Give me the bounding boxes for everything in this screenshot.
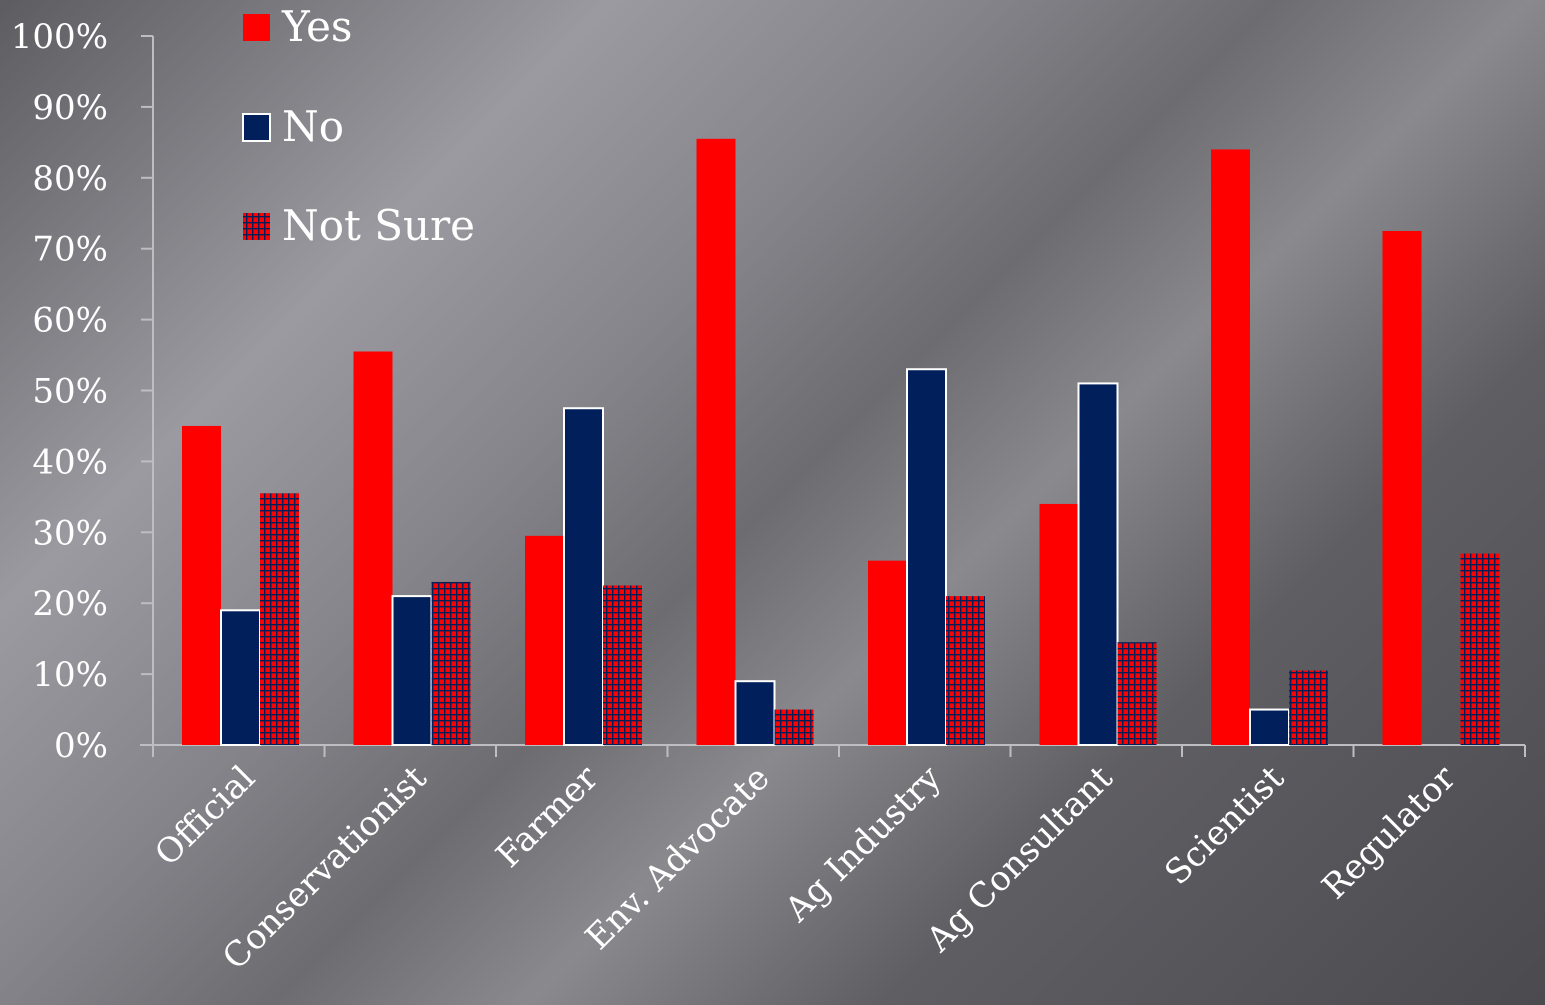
legend-swatch-not-sure (243, 213, 270, 240)
y-tick-label: 30% (32, 513, 108, 553)
bar-no (563, 407, 604, 746)
category-label: Scientist (1157, 758, 1292, 893)
x-axis-ticks (152, 745, 1526, 757)
bar-yes (1039, 503, 1079, 745)
y-tick-label: 90% (32, 88, 108, 128)
bar-not-sure (774, 709, 814, 745)
legend: Yes No Not Sure (242, 2, 475, 250)
bar-yes (1211, 149, 1250, 745)
legend-item-no: No (242, 102, 344, 151)
bar-not-sure (260, 493, 299, 745)
category-label: Regulator (1314, 758, 1464, 908)
axes: 0% 10% 20% 30% 40% 50% 60% 70% 80% 90% 100% (11, 17, 1526, 766)
legend-swatch-yes (243, 14, 270, 41)
legend-item-not-sure: Not Sure (243, 201, 475, 250)
legend-label-yes: Yes (281, 2, 353, 51)
y-tick-label: 100% (11, 17, 108, 57)
bar-yes (868, 560, 907, 745)
bar-no (1249, 708, 1290, 746)
bar-yes (696, 138, 736, 745)
bars (182, 138, 1500, 747)
y-tick-label: 10% (32, 655, 108, 695)
bar-yes (182, 425, 221, 745)
legend-label-not-sure: Not Sure (282, 201, 475, 250)
bar-not-sure (431, 581, 471, 745)
category-label: Farmer (488, 758, 606, 876)
legend-swatch-no (242, 113, 271, 142)
bar-no (906, 368, 947, 746)
y-tick-label: 40% (32, 442, 108, 482)
y-axis-ticks: 0% 10% 20% 30% 40% 50% 60% 70% 80% 90% 100% (11, 17, 153, 766)
y-tick-label: 70% (32, 230, 108, 270)
y-tick-label: 20% (32, 584, 108, 624)
category-label: Env. Advocate (578, 758, 778, 958)
bar-not-sure (1460, 553, 1500, 745)
y-tick-label: 0% (54, 726, 108, 766)
legend-label-no: No (282, 102, 344, 151)
bar-yes (525, 535, 564, 745)
bar-no (220, 609, 261, 746)
bar-not-sure (603, 585, 642, 745)
bar-no (1077, 382, 1119, 746)
category-label: Ag Consultant (918, 758, 1121, 961)
bar-not-sure (1117, 642, 1157, 745)
category-label: Official (147, 758, 263, 874)
y-tick-label: 50% (32, 372, 108, 412)
bar-yes (1382, 230, 1422, 746)
bar-no (734, 680, 776, 747)
bar-not-sure (1289, 670, 1328, 745)
y-tick-label: 60% (32, 301, 108, 341)
legend-item-yes: Yes (243, 2, 353, 51)
y-tick-label: 80% (32, 159, 108, 199)
bar-yes (353, 351, 393, 745)
bar-no (391, 595, 433, 746)
category-label: Ag Industry (777, 758, 950, 931)
bar-not-sure (946, 596, 985, 745)
